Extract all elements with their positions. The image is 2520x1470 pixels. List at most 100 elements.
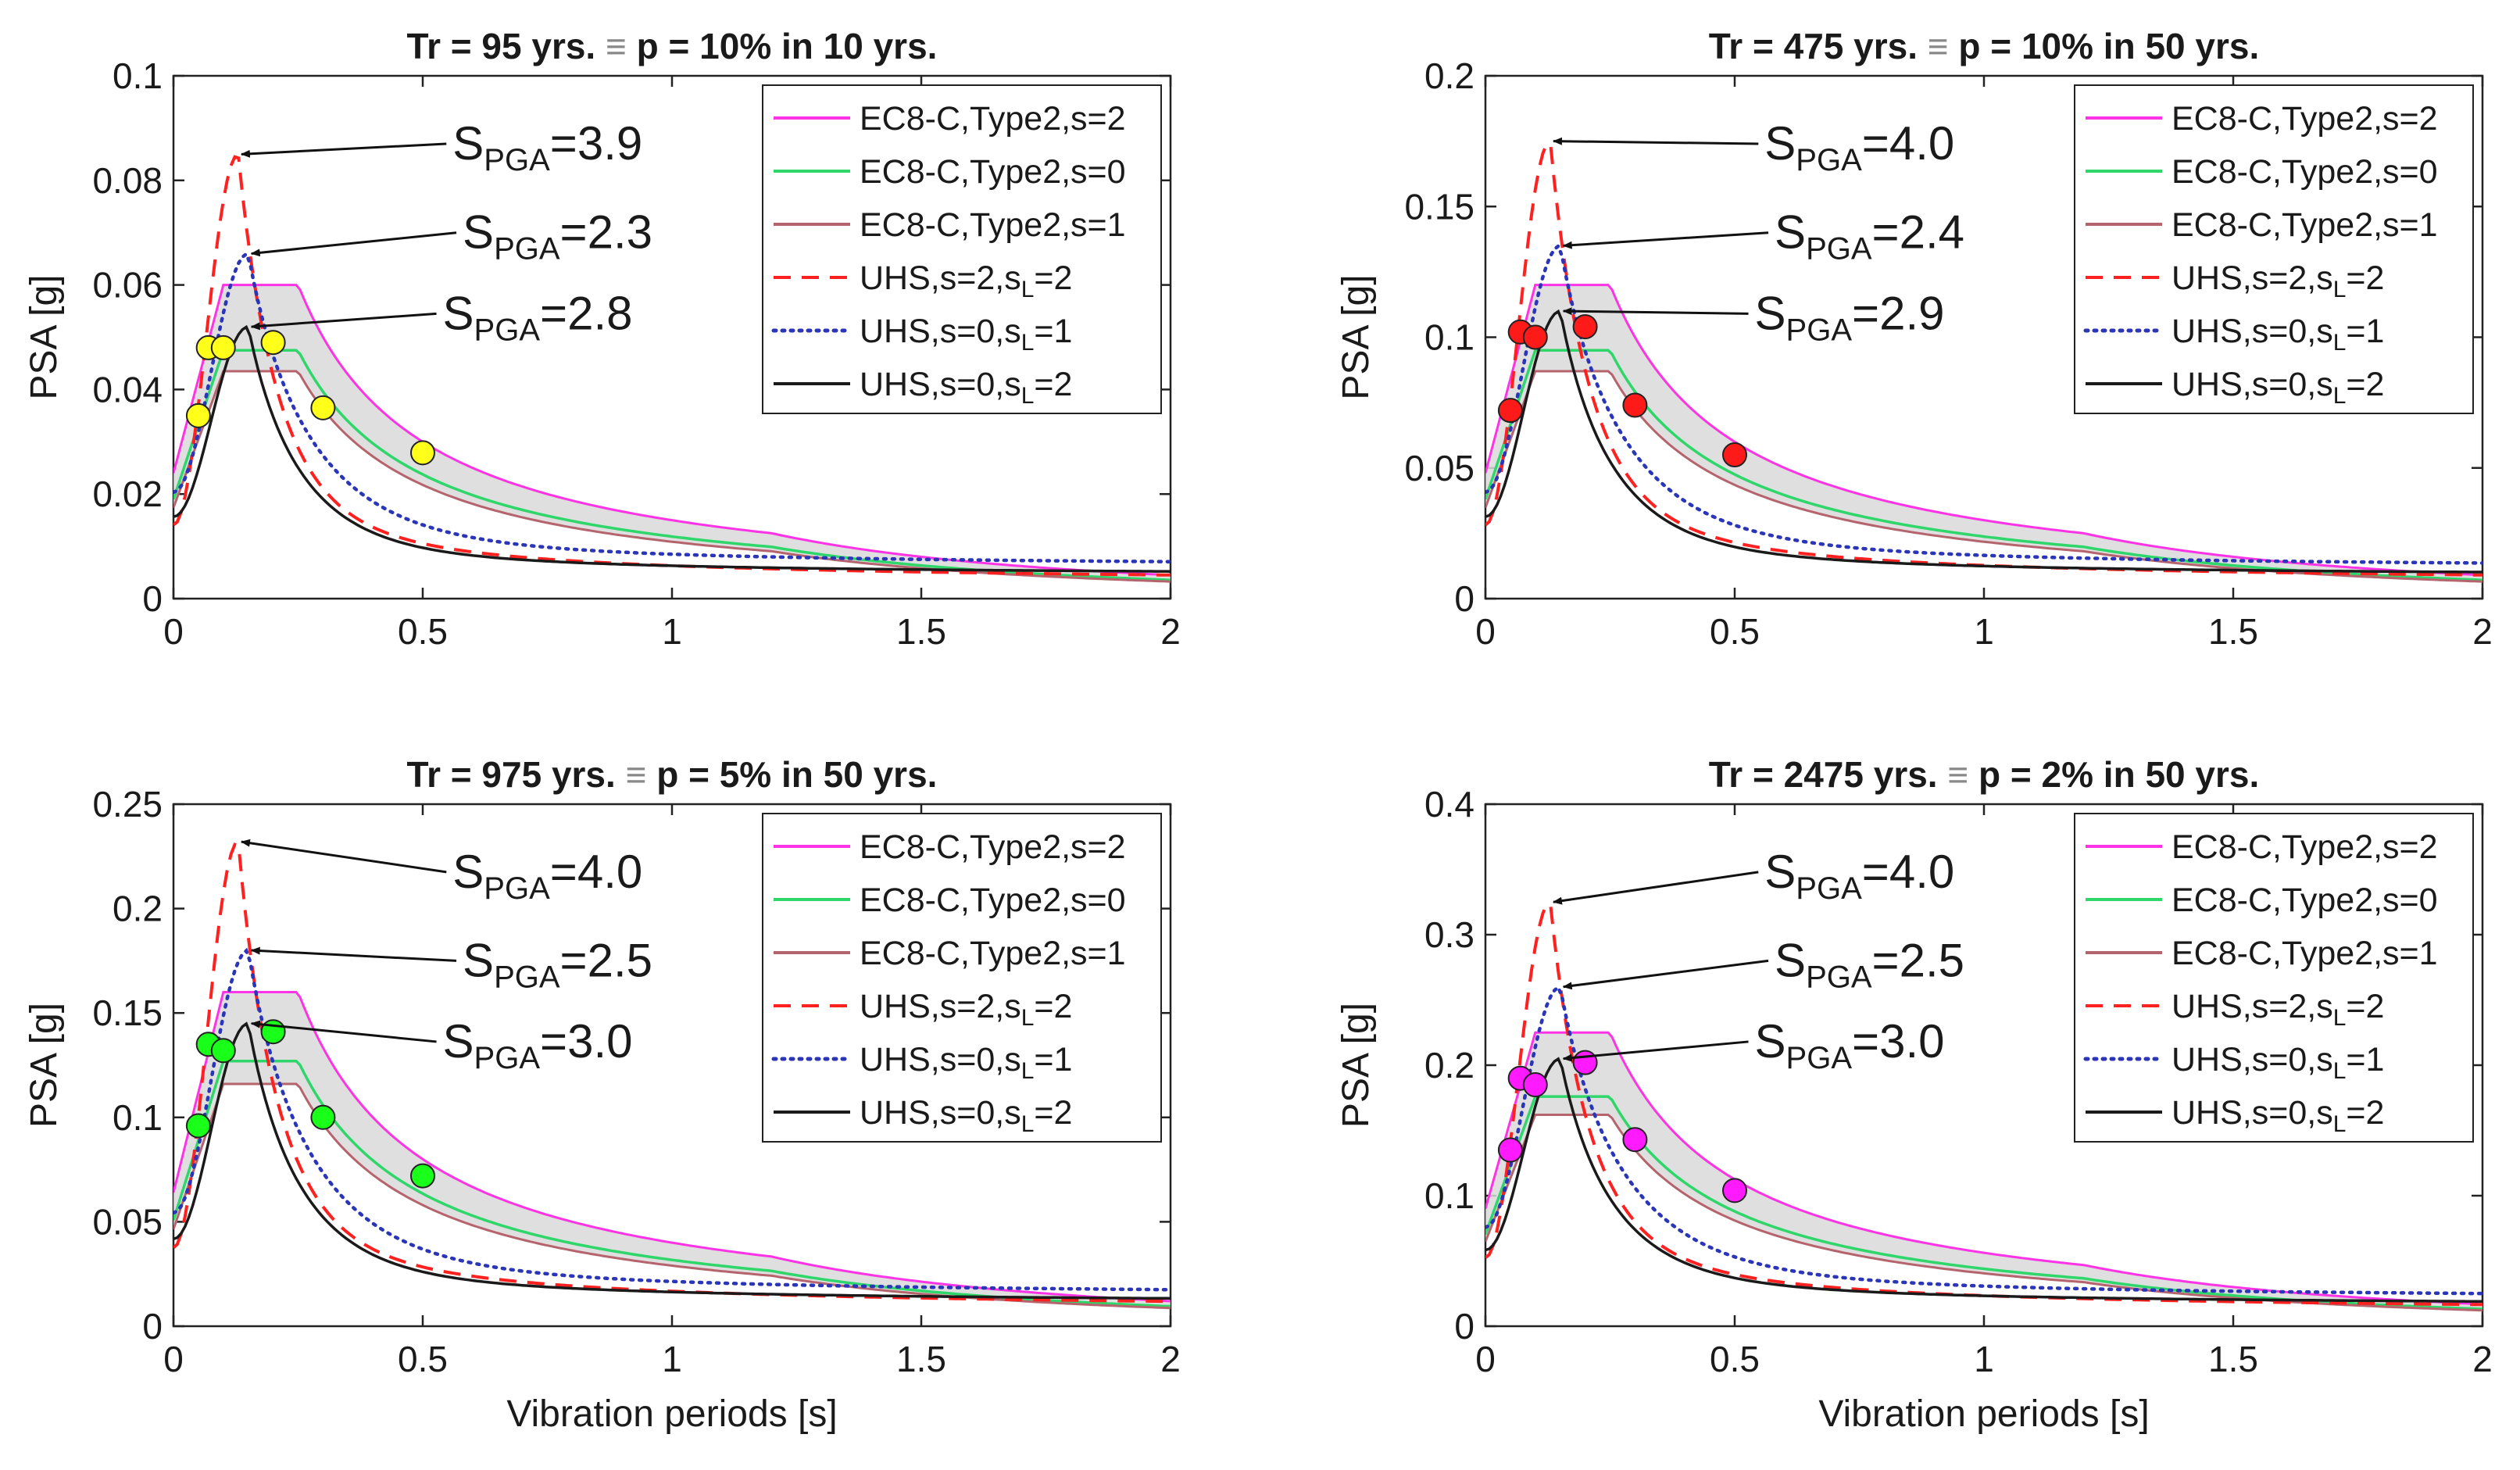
spga-symbol: S — [463, 934, 494, 986]
spga-annotation: SPGA=2.5 — [1775, 934, 1964, 994]
spga-symbol: S — [1764, 846, 1796, 898]
spga-annotation: SPGA=4.0 — [1764, 846, 1954, 906]
legend-subscript: L — [1021, 1111, 1035, 1137]
legend-label: EC8-C,Type2,s=0 — [2171, 882, 2438, 919]
legend-tail: =2 — [2346, 1094, 2384, 1132]
spga-subscript: PGA — [494, 232, 560, 266]
legend-text: EC8-C,Type2,s=2 — [2171, 100, 2438, 138]
y-tick-label: 0.4 — [1424, 784, 1474, 824]
y-tick-label: 0.25 — [92, 784, 163, 824]
spga-arrow — [250, 231, 457, 257]
spga-symbol: S — [452, 117, 484, 170]
data-marker — [1522, 1072, 1548, 1098]
spga-value: =2.9 — [1852, 287, 1944, 339]
panel-title: Tr = 475 yrs. ≡ p = 10% in 50 yrs. — [1709, 26, 2260, 66]
data-marker — [210, 334, 236, 360]
spga-subscript: PGA — [1786, 313, 1853, 347]
spga-symbol: S — [443, 1015, 474, 1068]
x-tick-label: 1 — [1974, 611, 1994, 652]
spga-annotation: SPGA=2.9 — [1755, 287, 1945, 347]
legend-tail: =2 — [2346, 366, 2384, 403]
legend-label: UHS,s=2,sL=2 — [2171, 259, 2384, 302]
spga-subscript: PGA — [1806, 232, 1872, 266]
spga-symbol: S — [463, 206, 494, 259]
legend-subscript: L — [2333, 1005, 2347, 1031]
y-tick-label: 0.2 — [1424, 55, 1474, 96]
title-right: p = 10% in 10 yrs. — [627, 26, 938, 66]
legend-tail: =2 — [1034, 366, 1072, 403]
series-uhs-s0-sl2 — [1485, 309, 2482, 574]
legend: EC8-C,Type2,s=2 EC8-C,Type2,s=0 EC8-C,Type… — [2074, 813, 2474, 1143]
series-ec8-s2 — [173, 991, 1171, 1303]
legend-text: UHS,s=0,s — [2171, 366, 2333, 403]
legend-text: UHS,s=2,s — [860, 988, 1021, 1025]
y-axis-label: PSA [g] — [23, 1003, 65, 1128]
series-uhs-s0-sl1 — [1485, 243, 2482, 565]
series-uhs-s0-sl1 — [173, 251, 1171, 563]
data-marker — [410, 440, 435, 466]
spga-value: =3.0 — [540, 1015, 632, 1068]
spga-symbol: S — [1755, 287, 1786, 339]
y-tick-label: 0.05 — [92, 1201, 163, 1242]
legend-tail: =1 — [1034, 1041, 1072, 1078]
title-left: Tr = 475 yrs. — [1709, 26, 1928, 66]
x-tick-label: 0 — [163, 611, 184, 652]
spga-arrow — [1552, 871, 1759, 905]
x-tick-label: 0.5 — [398, 1339, 448, 1379]
panel-title: Tr = 95 yrs. ≡ p = 10% in 10 yrs. — [407, 26, 938, 66]
data-marker — [1722, 442, 1747, 468]
spga-subscript: PGA — [1786, 1041, 1853, 1075]
x-tick-label: 0.5 — [1710, 611, 1760, 652]
legend-tail: =2 — [1034, 1094, 1072, 1132]
spga-value: =2.5 — [560, 934, 652, 986]
legend-text: UHS,s=0,s — [2171, 1094, 2333, 1132]
legend-label: EC8-C,Type2,s=0 — [2171, 153, 2438, 191]
x-tick-label: 2 — [1160, 1339, 1181, 1379]
legend-label: UHS,s=0,sL=2 — [860, 1094, 1072, 1137]
chart-panel-3: 0 0.5 1 1.5 2 0 0.05 0.1 0.15 0.2 0.25 PSA [g] Vibra… — [23, 754, 1181, 1435]
legend-text: UHS,s=2,s — [860, 259, 1021, 297]
title-right: p = 10% in 50 yrs. — [1949, 26, 2260, 66]
spga-value: =3.9 — [550, 117, 642, 170]
y-tick-label: 0.1 — [113, 55, 163, 96]
legend-subscript: L — [2333, 1058, 2347, 1084]
legend-label: UHS,s=0,sL=1 — [2171, 313, 2384, 356]
spga-annotation: SPGA=4.0 — [1764, 117, 1954, 177]
title-equiv-symbol: ≡ — [1928, 26, 1949, 66]
legend: EC8-C,Type2,s=2 EC8-C,Type2,s=0 EC8-C,Type… — [2074, 84, 2474, 414]
legend-text: UHS,s=0,s — [2171, 313, 2333, 350]
legend-tail: =1 — [2346, 313, 2384, 350]
x-tick-label: 0.5 — [1710, 1339, 1760, 1379]
legend-label: UHS,s=0,sL=1 — [860, 1041, 1072, 1084]
legend-label: UHS,s=0,sL=1 — [860, 313, 1072, 356]
series-ec8-s2 — [1485, 1031, 2482, 1306]
spga-symbol: S — [1775, 934, 1806, 986]
y-tick-label: 0.1 — [1424, 317, 1474, 358]
series-ec8-s2 — [1485, 284, 2482, 577]
legend-text: EC8-C,Type2,s=2 — [860, 100, 1126, 138]
data-marker — [1497, 1137, 1523, 1163]
x-tick-label: 1 — [662, 1339, 682, 1379]
legend-text: EC8-C,Type2,s=2 — [2171, 828, 2438, 866]
y-tick-label: 0 — [142, 1306, 163, 1347]
legend-label: EC8-C,Type2,s=1 — [2171, 935, 2438, 972]
legend-text: EC8-C,Type2,s=1 — [860, 935, 1126, 972]
series-uhs-s2-sl2 — [1485, 141, 2482, 577]
y-tick-label: 0.15 — [1404, 186, 1474, 227]
spga-subscript: PGA — [1796, 143, 1862, 177]
spga-subscript: PGA — [474, 313, 541, 347]
spga-annotation: SPGA=2.3 — [463, 206, 652, 266]
legend-label: EC8-C,Type2,s=2 — [860, 100, 1126, 138]
y-tick-label: 0.2 — [113, 889, 163, 929]
title-left: Tr = 95 yrs. — [407, 26, 606, 66]
spga-arrow — [1562, 307, 1749, 316]
spga-arrow — [1562, 231, 1769, 249]
y-tick-label: 0.08 — [92, 160, 163, 201]
data-marker — [185, 1113, 211, 1139]
spga-arrow — [240, 142, 447, 158]
y-axis-label: PSA [g] — [1335, 274, 1377, 399]
legend-label: UHS,s=0,sL=1 — [2171, 1041, 2384, 1084]
legend-label: UHS,s=2,sL=2 — [860, 988, 1072, 1031]
y-axis-label: PSA [g] — [1335, 1003, 1377, 1128]
